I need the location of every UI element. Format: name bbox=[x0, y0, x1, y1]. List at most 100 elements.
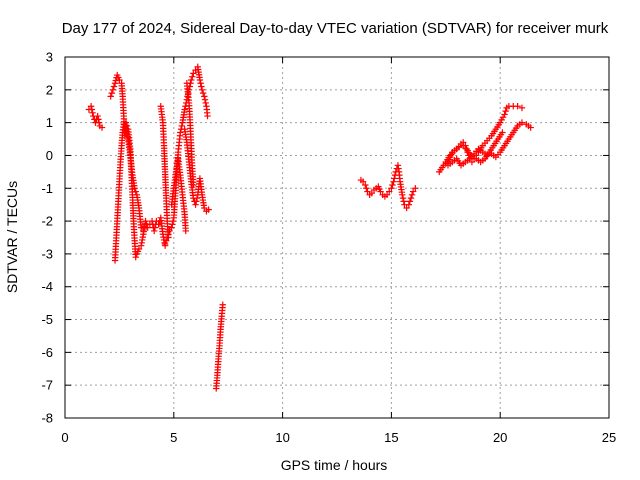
data-point bbox=[95, 116, 102, 123]
data-point bbox=[95, 119, 103, 126]
data-point bbox=[169, 221, 176, 228]
data-point bbox=[140, 227, 147, 235]
data-point bbox=[178, 122, 185, 130]
x-tick-label: 15 bbox=[384, 430, 398, 445]
data-point bbox=[177, 129, 184, 136]
y-axis-label: SDTVAR / TECUs bbox=[4, 181, 20, 293]
data-point bbox=[137, 224, 145, 231]
data-point bbox=[87, 103, 95, 110]
data-point bbox=[391, 175, 398, 182]
data-point bbox=[406, 198, 414, 205]
data-point bbox=[162, 237, 170, 244]
data-point bbox=[135, 245, 143, 253]
data-point bbox=[198, 86, 206, 94]
y-tick-label: 3 bbox=[46, 50, 53, 65]
axis-ticks: 0 5 10 15 20 25 -8 -7 -6 -5 -4 -3 -2 -1 0 1 2 3 bbox=[41, 50, 616, 446]
data-point bbox=[116, 76, 123, 84]
data-point bbox=[359, 178, 367, 185]
y-tick-label: -4 bbox=[41, 279, 53, 294]
data-points bbox=[85, 63, 534, 392]
data-point bbox=[389, 181, 396, 189]
y-tick-label: -6 bbox=[41, 345, 53, 360]
data-point bbox=[94, 112, 101, 120]
data-point bbox=[383, 191, 391, 199]
data-point bbox=[197, 80, 204, 87]
data-point bbox=[514, 103, 521, 110]
data-point bbox=[400, 198, 407, 205]
data-point bbox=[190, 181, 197, 189]
data-point bbox=[166, 227, 173, 235]
data-point bbox=[377, 188, 384, 195]
y-tick-label: -5 bbox=[41, 312, 53, 327]
data-point bbox=[109, 86, 117, 94]
data-point bbox=[407, 194, 415, 202]
data-point bbox=[151, 227, 158, 235]
data-point bbox=[190, 70, 197, 77]
x-axis-label: GPS time / hours bbox=[281, 457, 388, 473]
data-point bbox=[165, 231, 172, 238]
y-tick-label: 0 bbox=[46, 148, 53, 163]
y-tick-label: -3 bbox=[41, 246, 53, 261]
data-point bbox=[363, 185, 370, 192]
data-point bbox=[518, 119, 526, 126]
y-tick-label: 1 bbox=[46, 115, 53, 130]
data-point bbox=[192, 201, 199, 208]
data-point bbox=[502, 107, 509, 115]
data-point bbox=[98, 124, 106, 131]
data-point bbox=[168, 224, 175, 231]
data-point bbox=[132, 188, 139, 195]
data-point bbox=[181, 106, 188, 113]
data-point bbox=[108, 89, 115, 97]
data-point bbox=[88, 106, 96, 113]
x-tick-label: 20 bbox=[493, 430, 507, 445]
plot-frame bbox=[64, 56, 610, 419]
data-point bbox=[131, 185, 138, 192]
data-point bbox=[111, 80, 119, 87]
chart-title: Day 177 of 2024, Sidereal Day-to-day VTE… bbox=[62, 20, 609, 37]
data-point bbox=[362, 181, 369, 189]
y-tick-label: -2 bbox=[41, 214, 53, 229]
x-tick-label: 0 bbox=[61, 430, 68, 445]
data-point bbox=[199, 89, 207, 97]
data-point bbox=[193, 198, 200, 205]
data-point bbox=[399, 191, 406, 199]
data-point bbox=[110, 83, 118, 90]
data-point bbox=[527, 124, 534, 131]
data-point bbox=[499, 129, 506, 136]
data-point bbox=[408, 191, 416, 199]
data-point bbox=[132, 253, 139, 261]
data-point bbox=[182, 227, 189, 235]
data-point bbox=[483, 152, 491, 159]
y-tick-label: -7 bbox=[41, 378, 53, 393]
data-point bbox=[142, 217, 149, 225]
data-point bbox=[201, 96, 209, 103]
data-point bbox=[412, 185, 419, 192]
data-point bbox=[499, 113, 507, 121]
data-point bbox=[364, 188, 371, 195]
data-point bbox=[405, 201, 413, 208]
y-tick-label: -1 bbox=[41, 181, 53, 196]
data-point bbox=[169, 217, 177, 225]
data-point bbox=[386, 188, 393, 195]
data-point bbox=[518, 104, 526, 112]
data-point bbox=[89, 109, 96, 116]
data-point bbox=[196, 76, 204, 84]
data-point bbox=[399, 194, 407, 202]
data-point bbox=[164, 234, 171, 241]
data-point bbox=[193, 194, 201, 202]
data-point bbox=[204, 112, 211, 120]
x-tick-label: 25 bbox=[602, 430, 616, 445]
data-point bbox=[151, 224, 159, 231]
data-point bbox=[198, 83, 205, 90]
data-point bbox=[144, 224, 151, 231]
data-point bbox=[403, 204, 410, 212]
data-point bbox=[219, 301, 226, 308]
y-tick-label: 2 bbox=[46, 82, 53, 97]
data-point bbox=[189, 73, 196, 80]
data-point bbox=[155, 221, 162, 228]
data-point bbox=[501, 111, 508, 118]
data-point bbox=[498, 116, 505, 124]
data-point bbox=[497, 119, 504, 126]
x-tick-label: 10 bbox=[275, 430, 289, 445]
